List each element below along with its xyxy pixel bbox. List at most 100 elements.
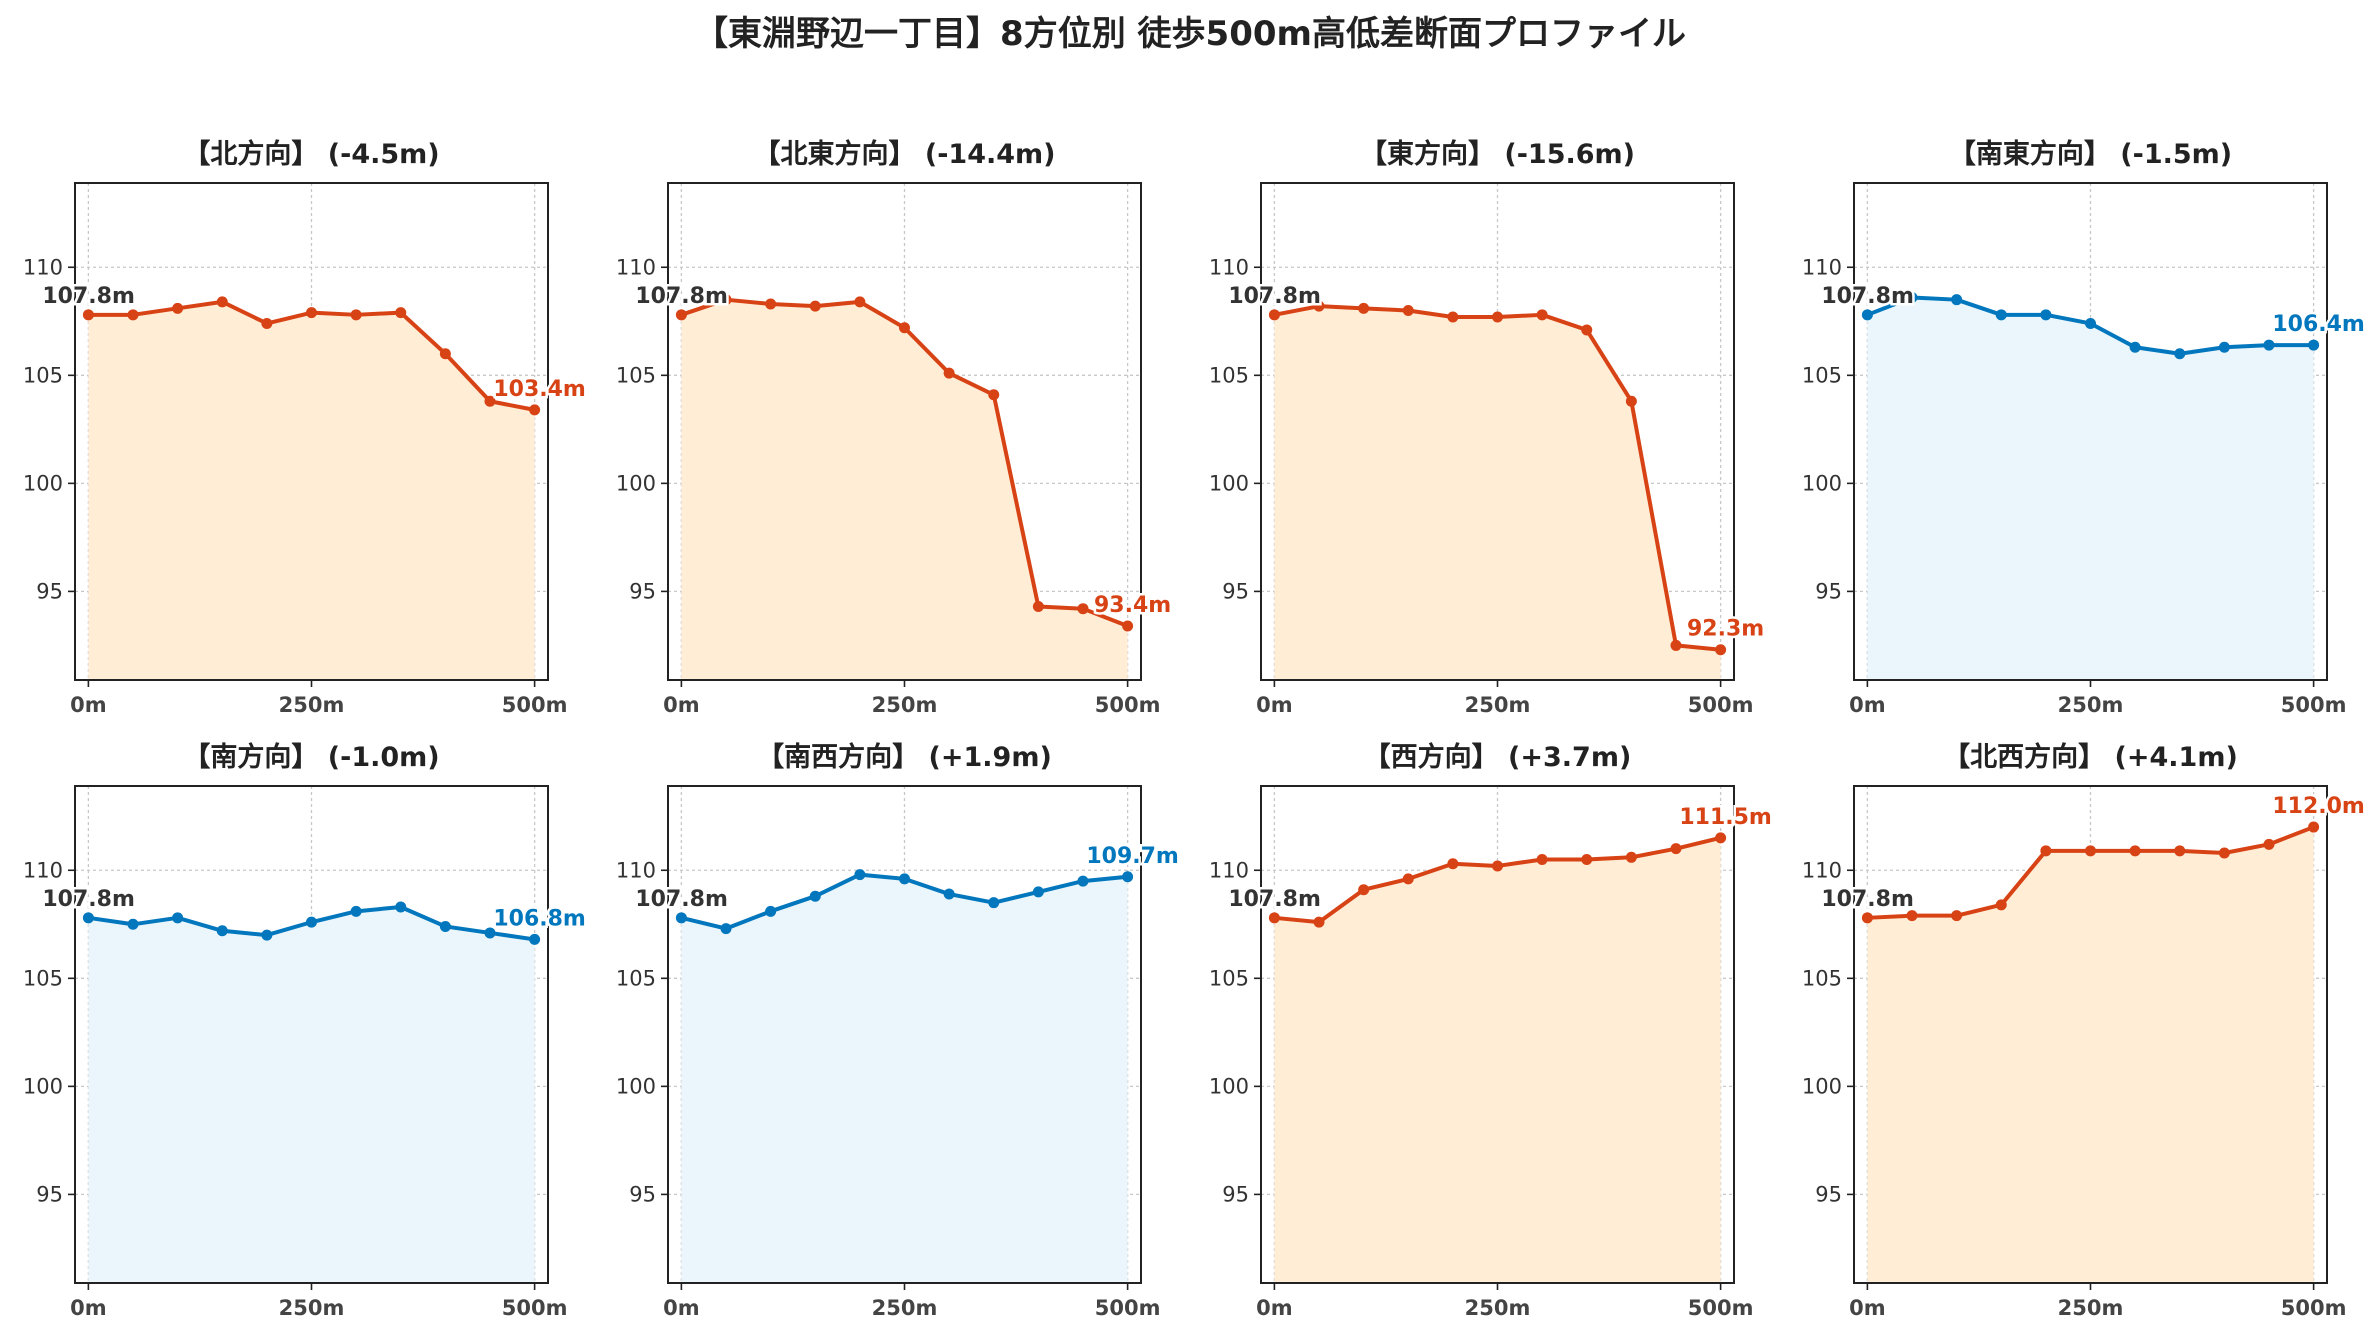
start-elevation-label: 107.8m [42, 284, 135, 309]
x-tick-label: 250m [279, 1296, 345, 1320]
x-tick-label: 250m [872, 693, 938, 717]
y-tick-label: 105 [23, 966, 63, 990]
x-tick-label: 0m [663, 1296, 700, 1320]
area-fill [1867, 827, 2314, 1283]
x-tick-label: 0m [1849, 1296, 1886, 1320]
y-tick-label: 100 [616, 471, 656, 495]
data-point [1358, 302, 1370, 314]
y-tick-label: 110 [616, 255, 656, 279]
start-elevation-label: 107.8m [42, 887, 135, 912]
y-tick-label: 110 [1209, 858, 1249, 882]
y-tick-label: 105 [616, 363, 656, 387]
data-point [2308, 821, 2320, 833]
area-fill [681, 299, 1128, 680]
y-tick-label: 105 [1802, 966, 1842, 990]
y-tick-label: 110 [1209, 255, 1249, 279]
chart-panel-7: 【西方向】 (+3.7m) 0m 250m 500m 95 100 105 110 107.8m… [1209, 741, 1774, 1320]
end-elevation-label: 103.4m [493, 377, 586, 402]
end-elevation-label: 112.0m [2272, 794, 2365, 819]
chart-panel-6: 【南西方向】 (+1.9m) 0m 250m 500m 95 100 105 110 107.8… [616, 741, 1181, 1320]
data-point [484, 395, 496, 407]
data-point [1581, 324, 1593, 336]
data-point [1536, 309, 1548, 321]
x-tick-label: 0m [1256, 693, 1293, 717]
start-elevation-label: 107.8m [1228, 284, 1321, 309]
data-point [1358, 884, 1370, 896]
data-point [1715, 644, 1727, 656]
x-tick-label: 250m [2058, 693, 2124, 717]
data-point [675, 912, 687, 924]
data-point [1313, 300, 1325, 312]
data-point [1268, 912, 1280, 924]
chart-title: 【北東方向】 (-14.4m) [753, 138, 1055, 170]
data-point [2174, 845, 2186, 857]
data-point [1032, 601, 1044, 613]
y-tick-label: 110 [1802, 858, 1842, 882]
y-tick-label: 100 [1209, 471, 1249, 495]
data-point [529, 933, 541, 945]
chart-title: 【南東方向】 (-1.5m) [1949, 138, 2232, 170]
data-point [2085, 317, 2096, 329]
y-tick-label: 105 [23, 363, 63, 387]
y-tick-label: 100 [23, 1074, 63, 1098]
data-point [2308, 339, 2320, 351]
y-tick-label: 105 [616, 966, 656, 990]
start-elevation-label: 107.8m [1821, 284, 1914, 309]
data-point [1032, 886, 1044, 898]
y-tick-label: 110 [1802, 255, 1842, 279]
data-point [1536, 853, 1548, 865]
y-tick-label: 95 [629, 1182, 656, 1206]
data-point [1447, 858, 1459, 870]
data-point [1670, 639, 1682, 651]
x-tick-label: 250m [2058, 1296, 2124, 1320]
data-point [529, 404, 541, 416]
data-point [1122, 620, 1134, 632]
x-tick-label: 500m [2281, 693, 2347, 717]
start-elevation-label: 107.8m [1228, 887, 1321, 912]
area-fill [1274, 306, 1721, 680]
data-point [809, 300, 821, 312]
data-point [2263, 838, 2275, 850]
y-tick-label: 100 [1209, 1074, 1249, 1098]
x-tick-label: 250m [1465, 693, 1531, 717]
data-point [1581, 853, 1593, 865]
x-tick-label: 500m [502, 1296, 568, 1320]
data-point [809, 890, 821, 902]
y-tick-label: 95 [629, 579, 656, 603]
x-tick-label: 250m [872, 1296, 938, 1320]
data-point [2040, 309, 2052, 321]
y-tick-label: 95 [1815, 1182, 1842, 1206]
chart-panel-2: 【北東方向】 (-14.4m) 0m 250m 500m 95 100 105 110 107.… [616, 138, 1174, 717]
data-point [1951, 294, 1963, 306]
y-tick-label: 105 [1802, 363, 1842, 387]
data-point [2174, 348, 2186, 360]
end-elevation-label: 106.8m [493, 906, 586, 931]
data-point [216, 296, 228, 308]
area-fill [681, 874, 1128, 1283]
data-point [216, 925, 228, 937]
data-point [261, 317, 273, 329]
y-tick-label: 100 [616, 1074, 656, 1098]
page-title: 【東淵野辺一丁目】8方位別 徒歩500m高低差断面プロファイル [694, 14, 1686, 54]
data-point [261, 929, 273, 941]
data-point [395, 901, 407, 913]
y-tick-label: 105 [1209, 966, 1249, 990]
data-point [82, 309, 94, 321]
data-point [1077, 603, 1089, 615]
y-tick-label: 95 [1222, 1182, 1249, 1206]
area-fill [1274, 837, 1721, 1283]
data-point [1995, 309, 2007, 321]
data-point [395, 307, 407, 319]
data-point [484, 927, 496, 939]
x-tick-label: 500m [2281, 1296, 2347, 1320]
x-tick-label: 0m [1849, 693, 1886, 717]
y-tick-label: 110 [23, 858, 63, 882]
data-point [720, 294, 732, 306]
end-elevation-label: 93.4m [1094, 593, 1171, 618]
y-tick-label: 95 [1222, 579, 1249, 603]
data-point [720, 923, 732, 935]
data-point [1402, 873, 1414, 885]
data-point [1995, 899, 2007, 911]
x-tick-label: 0m [70, 693, 107, 717]
